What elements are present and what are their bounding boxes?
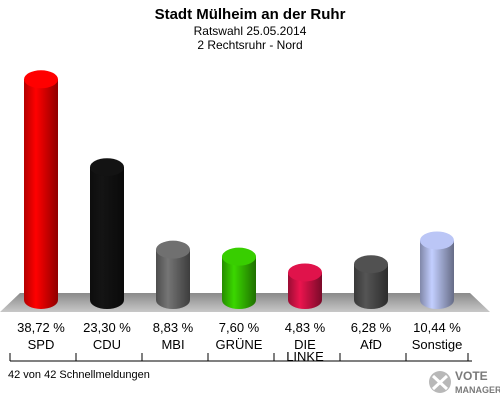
value-labels-group: 38,72 % 23,30 % 8,83 % 7,60 % 4,83 % 6,28 % 10…: [17, 320, 461, 335]
value-label-mbi: 8,83 %: [153, 320, 194, 335]
bar-mbi: [156, 240, 190, 309]
checkmark-x-icon: [429, 371, 451, 393]
value-label-afd: 6,28 %: [351, 320, 392, 335]
category-axis: [9, 353, 472, 362]
bars-group: [24, 70, 454, 309]
bar-top-cdu: [90, 158, 124, 177]
logo-text-manager: MANAGER: [455, 385, 500, 395]
bar-die-linke: [288, 263, 322, 309]
chart-subtitle-district: 2 Rechtsruhr - Nord: [197, 38, 302, 52]
bar-body-cdu: [90, 167, 124, 309]
bar-top-die-linke: [288, 263, 322, 282]
bar-body-sonstige: [420, 240, 454, 309]
value-label-sonstige: 10,44 %: [413, 320, 461, 335]
bar-top-spd: [24, 70, 58, 89]
bar-top-sonstige: [420, 231, 454, 250]
footer-status: 42 von 42 Schnellmeldungen: [8, 369, 150, 381]
bar-gr-ne: [222, 247, 256, 309]
bar-sonstige: [420, 231, 454, 309]
value-label-spd: 38,72 %: [17, 320, 65, 335]
chart-title: Stadt Mülheim an der Ruhr: [155, 6, 346, 23]
bar-top-gr-ne: [222, 247, 256, 266]
value-label-die-linke: 4,83 %: [285, 320, 326, 335]
bar-body-mbi: [156, 249, 190, 309]
category-label-sonstige: Sonstige: [412, 337, 463, 352]
category-label-die-linke-line1: DIE: [294, 337, 316, 352]
bar-spd: [24, 70, 58, 309]
value-label-gr-ne: 7,60 %: [219, 320, 260, 335]
bar-top-mbi: [156, 240, 190, 259]
category-label-die-linke-line2: LINKE: [286, 349, 324, 364]
category-label-gr-ne: GRÜNE: [216, 337, 263, 352]
bar-top-afd: [354, 255, 388, 274]
bar-afd: [354, 255, 388, 309]
bar-body-spd: [24, 79, 58, 309]
value-label-cdu: 23,30 %: [83, 320, 131, 335]
bar-cdu: [90, 158, 124, 309]
category-label-cdu: CDU: [93, 337, 121, 352]
bar-body-die-linke: [288, 272, 322, 309]
category-label-mbi: MBI: [161, 337, 184, 352]
bar-body-afd: [354, 264, 388, 309]
category-label-afd: AfD: [360, 337, 382, 352]
vote-manager-logo: VOTE MANAGER: [429, 369, 500, 395]
chart-subtitle-date: Ratswahl 25.05.2014: [194, 24, 307, 38]
bar-body-gr-ne: [222, 256, 256, 309]
logo-text-vote: VOTE: [455, 369, 488, 383]
category-label-spd: SPD: [28, 337, 55, 352]
